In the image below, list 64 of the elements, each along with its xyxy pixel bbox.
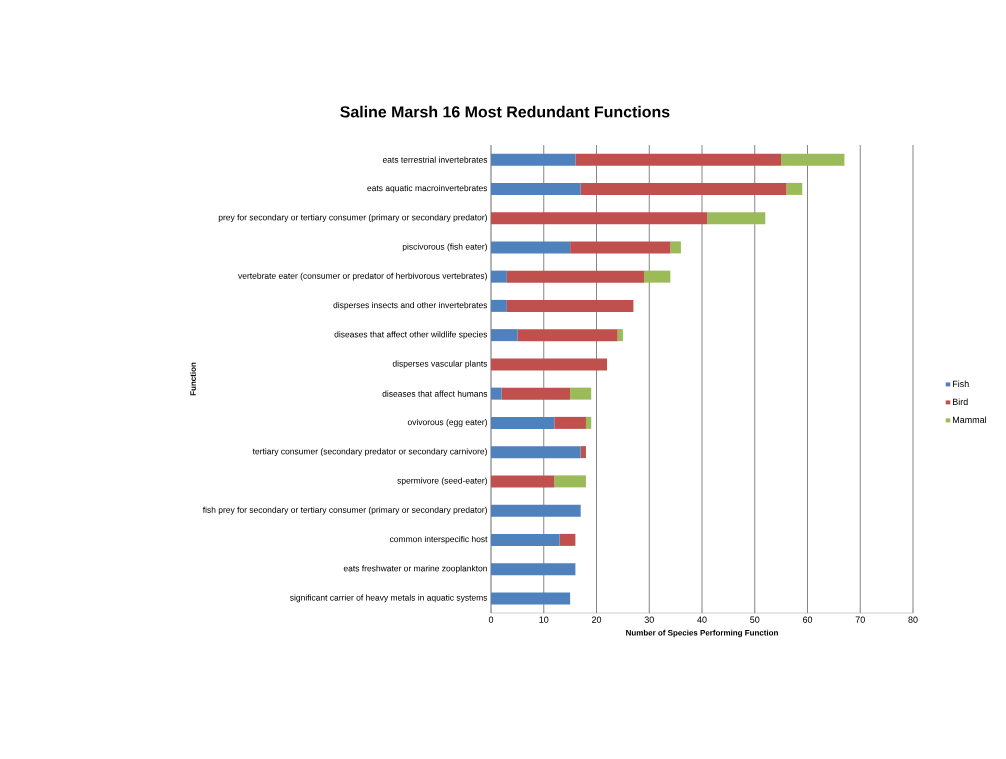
legend-label: Fish — [952, 380, 969, 388]
chart-title: Saline Marsh 16 Most Redundant Functions — [340, 105, 670, 118]
bar — [570, 241, 671, 254]
y-tick-label: ovivorous (egg eater) — [407, 418, 487, 427]
bar — [585, 416, 592, 429]
bar — [501, 387, 571, 400]
y-tick-label: eats terrestrial invertebrates — [382, 156, 488, 163]
bar — [643, 270, 671, 283]
y-tick-label: eats freshwater or marine zooplankton — [343, 565, 487, 574]
y-tick-label: vertebrate eater (consumer or predator of herbivorous vertebrates) — [238, 272, 487, 281]
bar — [617, 329, 623, 342]
bar — [491, 387, 502, 400]
bar — [491, 504, 581, 517]
x-tick-label: 70 — [855, 616, 865, 623]
bar — [491, 241, 571, 254]
bar — [491, 475, 555, 488]
x-tick-label: 10 — [539, 616, 549, 623]
bar — [491, 592, 571, 605]
bar — [575, 153, 782, 166]
bar — [670, 241, 681, 254]
y-tick-label: disperses insects and other invertebrates — [333, 301, 488, 310]
x-tick-label: 60 — [802, 616, 813, 623]
bar — [559, 533, 576, 546]
bar — [491, 270, 507, 283]
x-tick-label: 0 — [488, 616, 494, 623]
bar — [554, 475, 586, 488]
bar — [580, 446, 586, 459]
y-tick-label: fish prey for secondary or tertiary consumer (primary or secondary predator) — [202, 506, 487, 515]
bar — [506, 270, 644, 283]
bar — [491, 358, 608, 371]
bar — [491, 329, 518, 342]
bar — [491, 533, 560, 546]
bar — [491, 563, 576, 576]
bar — [491, 416, 555, 429]
bar — [491, 182, 581, 195]
y-tick-label: significant carrier of heavy metals in aquatic systems — [290, 594, 488, 603]
bar — [491, 299, 507, 312]
bar — [570, 387, 592, 400]
y-tick-label: tertiary consumer (secondary predator or secondary carnivore) — [252, 448, 487, 457]
bar — [491, 153, 576, 166]
bar — [781, 153, 845, 166]
y-tick-label: diseases that affect other wildlife species — [334, 331, 488, 340]
x-tick-label: 20 — [591, 616, 602, 623]
y-tick-label: diseases that affect humans — [382, 390, 488, 397]
legend-label: Mammal — [952, 416, 987, 423]
bar — [517, 329, 618, 342]
y-tick-label: prey for secondary or tertiary consumer (primary or secondary predator) — [218, 214, 487, 223]
bar — [491, 212, 708, 225]
bar — [554, 416, 586, 429]
y-tick-label: disperses vascular plants — [392, 360, 488, 369]
x-tick-label: 40 — [697, 616, 707, 623]
x-tick-label: 50 — [750, 616, 760, 623]
bar — [707, 212, 766, 225]
x-tick-label: 30 — [644, 616, 654, 623]
bar — [506, 299, 634, 312]
bar — [786, 182, 803, 195]
y-tick-label: common interspecific host — [389, 535, 488, 544]
y-tick-label: spermivore (seed-eater) — [397, 477, 487, 486]
x-tick-label: 80 — [908, 616, 918, 623]
y-tick-label: eats aquatic macroinvertebrates — [367, 184, 488, 193]
y-tick-label: piscivorous (fish eater) — [402, 243, 487, 252]
bar — [491, 446, 581, 459]
bar — [580, 182, 787, 195]
legend-label: Bird — [952, 398, 968, 405]
